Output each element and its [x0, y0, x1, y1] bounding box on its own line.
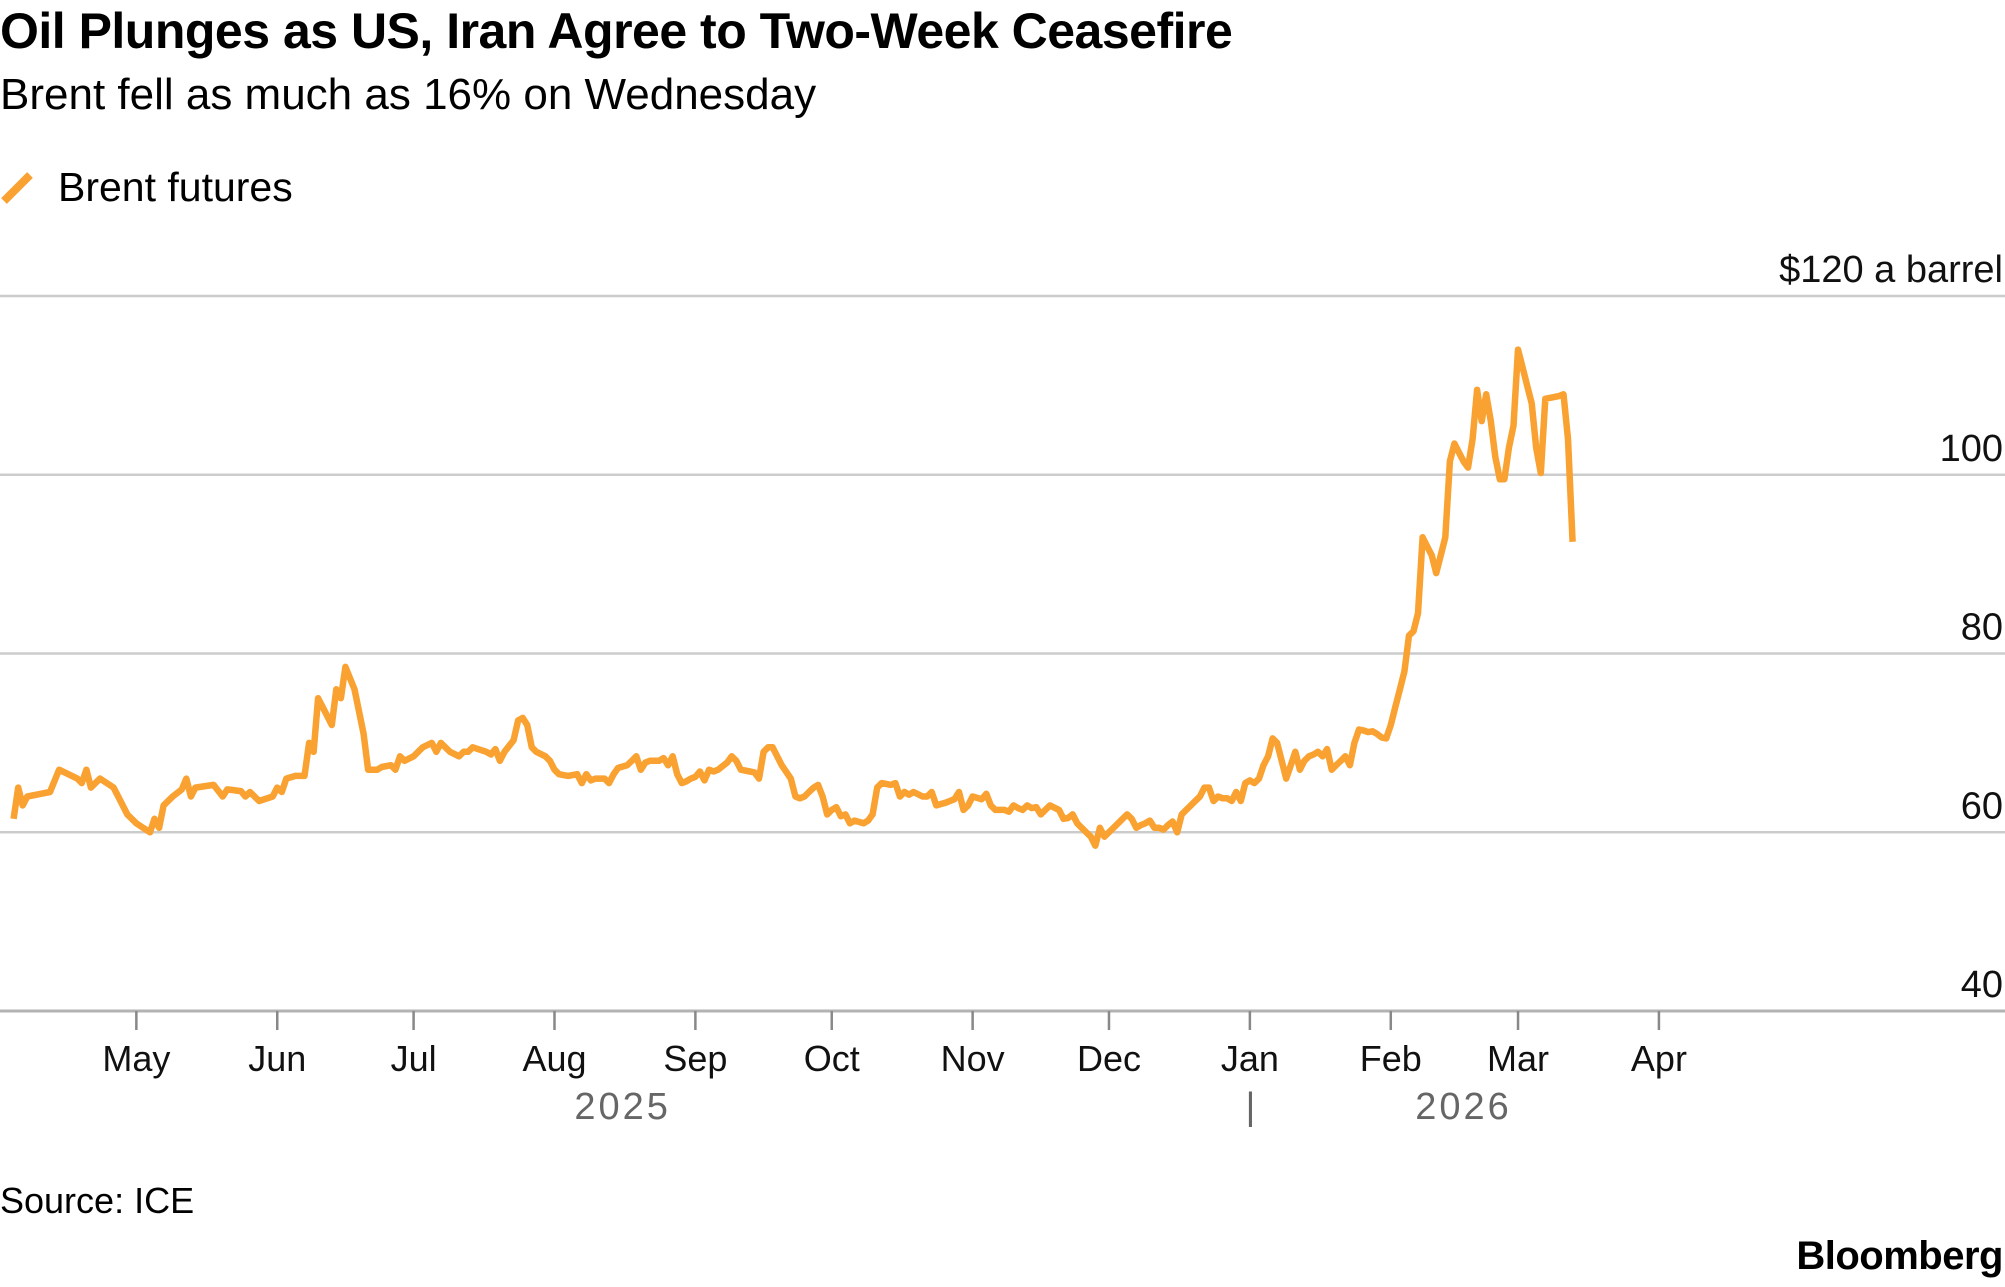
line-swatch-icon [1, 172, 33, 204]
legend-label: Brent futures [58, 163, 293, 210]
y-tick-label: 80 [1961, 607, 2003, 649]
y-tick-label: 60 [1961, 785, 2003, 827]
x-tick-label: Apr [1631, 1038, 1687, 1079]
x-tick-label: Jan [1221, 1038, 1279, 1079]
x-tick-label: Nov [941, 1038, 1005, 1079]
series-group [10, 346, 1576, 849]
x-tick-label: Mar [1487, 1038, 1549, 1079]
x-tick-label: Jul [391, 1038, 437, 1079]
x-tick-label: May [102, 1038, 170, 1079]
bloomberg-logo: Bloomberg [1796, 1234, 2003, 1278]
x-tick-label: Feb [1360, 1038, 1422, 1079]
source-note: Source: ICE [0, 1180, 195, 1221]
x-axis: May Jun Jul Aug Sep Oct Nov Dec Jan Feb Mar Apr 2025… [102, 1011, 1687, 1128]
series-line-brent-futures [10, 346, 1576, 849]
chart-title: Oil Plunges as US, Iran Agree to Two-Wee… [0, 3, 1233, 59]
y-axis-labels: $120 a barrel 100 80 60 40 [1779, 249, 2003, 1006]
legend-swatch-line [1, 172, 33, 204]
year-label: 2025 [574, 1086, 671, 1128]
chart-subtitle: Brent fell as much as 16% on Wednesday [0, 70, 817, 119]
line-chart: $120 a barrel 100 80 60 40 May Jun Jul Aug Sep Oc… [0, 249, 2005, 1128]
y-tick-label: 40 [1961, 964, 2003, 1006]
year-label: 2026 [1415, 1086, 1512, 1128]
x-tick-label: Aug [522, 1038, 586, 1079]
legend: Brent futures [0, 162, 293, 212]
x-tick-label: Dec [1077, 1038, 1141, 1079]
y-tick-label: 100 [1940, 428, 2003, 470]
y-tick-label: $120 a barrel [1779, 249, 2003, 291]
x-tick-label: Sep [663, 1038, 727, 1079]
x-tick-label: Jun [248, 1038, 306, 1079]
year-divider: | [1245, 1086, 1258, 1128]
gridlines [0, 294, 2005, 1013]
x-tick-label: Oct [804, 1038, 860, 1079]
